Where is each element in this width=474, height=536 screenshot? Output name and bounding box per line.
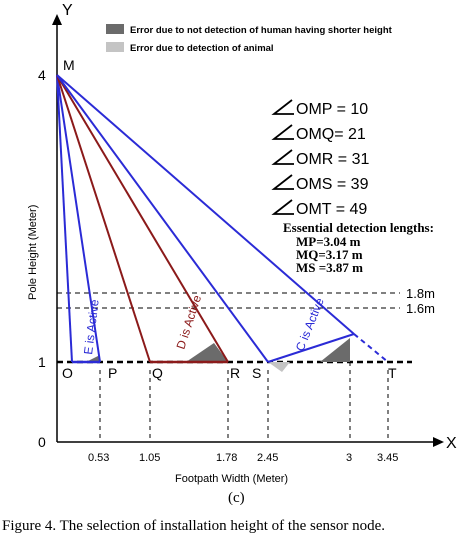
point-r: R xyxy=(230,365,240,381)
detection-ms: MS =3.87 m xyxy=(296,260,363,275)
figure-caption: Figure 4. The selection of installation … xyxy=(2,518,385,534)
point-o: O xyxy=(62,365,73,381)
angle-icon xyxy=(271,124,294,140)
legend-swatch-dark xyxy=(106,24,124,34)
angle-omr: OMR = 31 xyxy=(296,151,369,168)
error-region-e-dark xyxy=(86,355,100,362)
subfigure-label: (c) xyxy=(228,490,245,506)
x-tick-053: 0.53 xyxy=(88,452,109,464)
error-region-d-dark xyxy=(186,343,228,362)
ray-ms xyxy=(56,74,269,363)
legend-label-dark: Error due to not detection of human havi… xyxy=(130,25,393,36)
angle-oms: OMS = 39 xyxy=(296,176,369,193)
x-tick-345: 3.45 xyxy=(377,452,398,464)
point-p: P xyxy=(108,365,117,381)
angle-list: OMP = 10 OMQ= 21 OMR = 31 OMS = 39 OMT =… xyxy=(271,99,369,218)
detection-mq: MQ=3.17 m xyxy=(296,247,363,262)
y-axis-arrow xyxy=(52,14,62,25)
y-axis-title: Pole Height (Meter) xyxy=(27,205,39,300)
height-label-1-8m: 1.8m xyxy=(406,286,435,301)
legend-swatch-light xyxy=(106,42,124,52)
angle-icon xyxy=(271,174,294,190)
ray-mr xyxy=(56,74,229,363)
y-tick-4: 4 xyxy=(38,67,46,83)
y-axis-letter: Y xyxy=(62,2,73,19)
point-s: S xyxy=(252,365,261,381)
error-region-c-light xyxy=(268,362,290,372)
ray-mp xyxy=(56,74,101,363)
angle-icon xyxy=(271,149,294,165)
x-axis-title: Footpath Width (Meter) xyxy=(175,473,288,485)
y-tick-0: 0 xyxy=(38,434,46,450)
angle-omt: OMT = 49 xyxy=(296,201,367,218)
cone-c-base xyxy=(267,333,355,363)
x-tick-245: 2.45 xyxy=(257,452,278,464)
x-tick-3: 3 xyxy=(346,452,352,464)
point-q: Q xyxy=(152,365,163,381)
detection-mp: MP=3.04 m xyxy=(296,234,361,249)
angle-omp: OMP = 10 xyxy=(296,101,368,118)
ray-mq xyxy=(56,74,151,363)
angle-omq: OMQ= 21 xyxy=(296,126,366,143)
x-tick-178: 1.78 xyxy=(216,452,237,464)
ray-mo xyxy=(56,74,73,363)
x-axis-letter: X xyxy=(446,435,457,452)
y-tick-1: 1 xyxy=(38,354,46,370)
label-e-active: E is Active xyxy=(81,298,102,355)
angle-icon xyxy=(271,199,294,215)
ray-mt xyxy=(56,74,355,335)
x-tick-105: 1.05 xyxy=(139,452,160,464)
height-label-1-6m: 1.6m xyxy=(406,301,435,316)
label-d-active: D is Active xyxy=(174,293,205,351)
ray-mt-dashed xyxy=(353,333,389,363)
point-t: T xyxy=(388,365,397,381)
error-region-c-dark xyxy=(320,338,350,362)
detection-title: Essential detection lengths: xyxy=(283,220,434,235)
legend-label-light: Error due to detection of animal xyxy=(130,43,274,54)
angle-icon xyxy=(271,99,294,115)
x-axis-arrow xyxy=(433,437,444,447)
point-m: M xyxy=(63,57,75,73)
